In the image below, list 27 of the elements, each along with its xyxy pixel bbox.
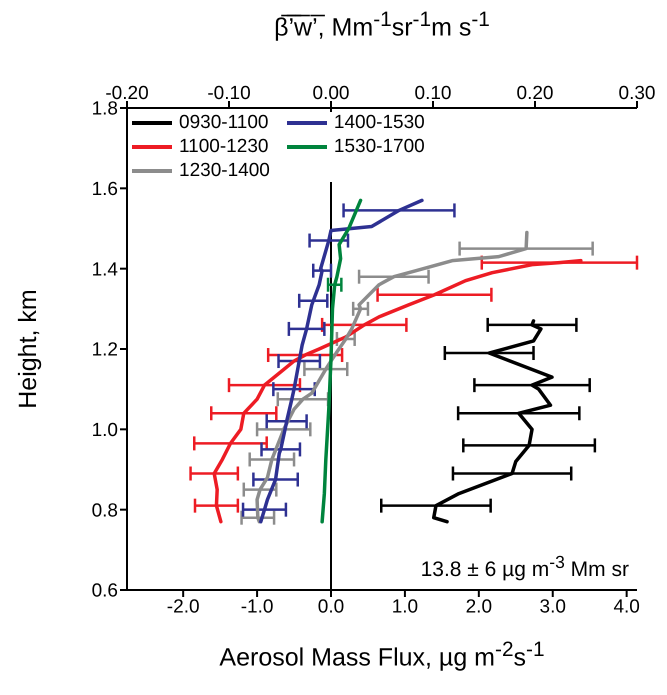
x2-tick-label: 0.20 <box>516 83 554 104</box>
x2-tick-label: 0.10 <box>414 83 452 104</box>
y-tick-label: 1.2 <box>92 340 118 361</box>
x2-tick-label: 0.30 <box>618 83 656 104</box>
legend-label: 1530-1700 <box>334 136 425 158</box>
x2-tick-label: -0.10 <box>207 83 251 104</box>
x2-tick-label: 0.00 <box>312 83 350 104</box>
legend-label: 1400-1530 <box>334 112 425 134</box>
x-tick-label: -1.0 <box>240 596 274 618</box>
x-tick-label: 0.0 <box>318 596 344 618</box>
x-tick-label: 3.0 <box>540 596 566 618</box>
y-tick-label: 1.4 <box>92 259 118 280</box>
y-axis-title: Height, km <box>14 288 43 411</box>
x-tick-label: 4.0 <box>613 596 640 618</box>
x-tick-label: 2.0 <box>466 596 492 618</box>
y-tick-label: 1.0 <box>92 420 118 442</box>
annotation: 13.8 ± 6 µg m$^{-3}$ Mm sr <box>420 552 629 582</box>
x-tick-label: -2.0 <box>166 596 200 618</box>
x-tick-label: 1.0 <box>392 596 418 618</box>
y-tick-label: 1.6 <box>92 179 118 200</box>
y-tick-label: 0.8 <box>92 500 118 522</box>
x2-axis-title: β̅’̅w̅’̅, Mm$^{-1}$sr$^{-1}$m s$^{-1}$ <box>273 8 491 42</box>
x-axis-title: Aerosol Mass Flux, µg m$^{-2}$s$^{-1}$ <box>218 638 546 672</box>
legend-label: 0930-1100 <box>179 112 268 134</box>
legend-label: 1230-1400 <box>179 160 270 182</box>
y-tick-label: 0.6 <box>92 580 118 602</box>
legend-label: 1100-1230 <box>179 136 268 158</box>
